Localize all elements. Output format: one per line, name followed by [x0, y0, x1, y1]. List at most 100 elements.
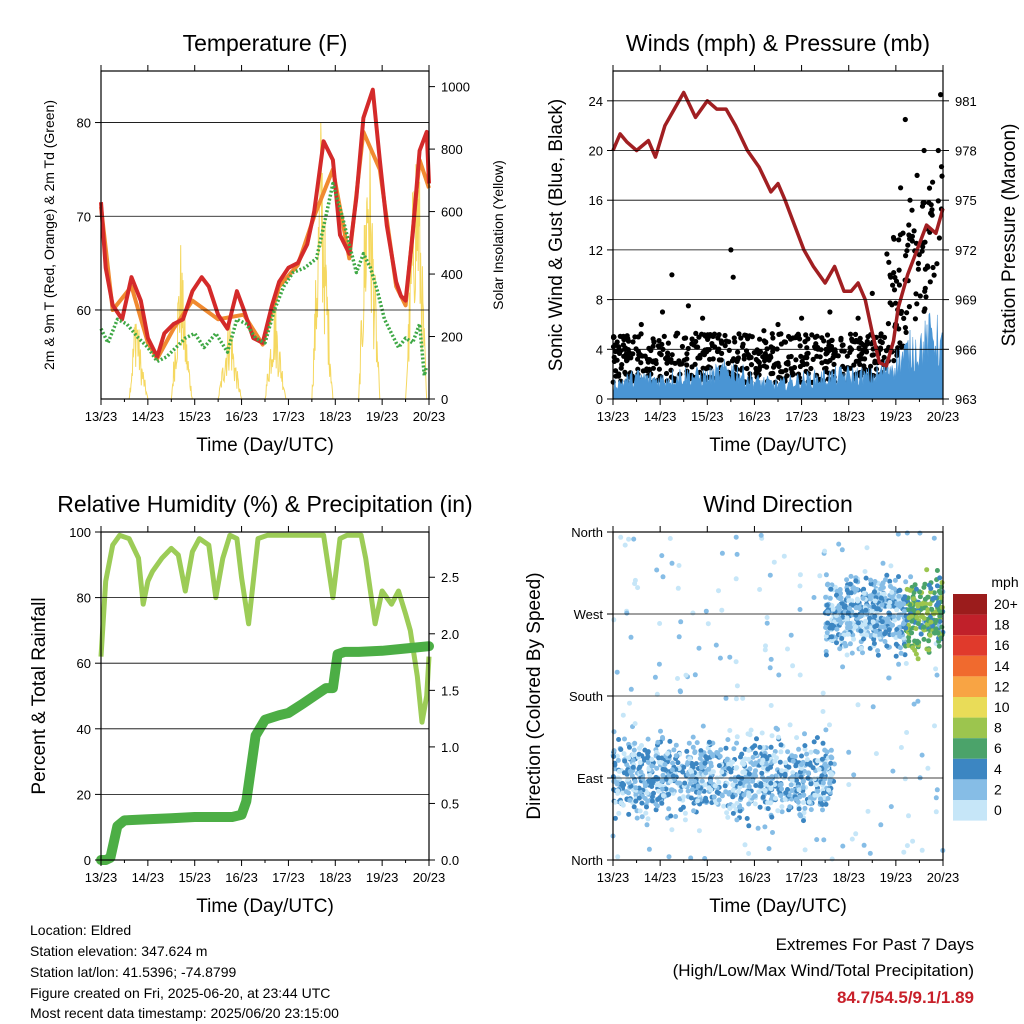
legend-swatch — [953, 717, 987, 739]
direction-point — [734, 551, 740, 557]
direction-point — [726, 766, 732, 772]
direction-point — [677, 796, 683, 802]
direction-point — [654, 691, 660, 697]
direction-point — [759, 770, 765, 776]
direction-point — [869, 632, 874, 638]
direction-point — [696, 790, 702, 796]
direction-point — [771, 559, 777, 565]
direction-point — [934, 672, 940, 678]
wind-ytick-right-label: 963 — [955, 392, 977, 407]
gust-point — [791, 364, 798, 371]
direction-point — [719, 607, 725, 613]
direction-point — [611, 617, 617, 623]
direction-point — [871, 641, 877, 646]
direction-point — [837, 646, 843, 652]
direction-point — [625, 776, 631, 782]
legend-label: 14 — [994, 658, 1010, 674]
direction-point — [777, 759, 783, 765]
gust-point — [709, 343, 716, 349]
direction-point — [670, 787, 675, 793]
direction-point — [670, 760, 675, 766]
direction-point — [911, 607, 917, 613]
direction-point — [823, 801, 829, 807]
direction-point — [910, 838, 916, 844]
direction-point — [917, 594, 923, 600]
direction-point — [854, 596, 860, 602]
dewpoint-line — [99, 181, 429, 378]
gust-point — [675, 330, 681, 336]
direction-point — [755, 825, 761, 831]
gust-point — [852, 339, 858, 345]
gust-point — [619, 334, 626, 340]
dir-ytick-label: East — [577, 771, 603, 786]
wind-ytick-right-label: 972 — [955, 243, 977, 258]
direction-point — [776, 672, 782, 678]
gust-point — [931, 272, 937, 278]
direction-point — [861, 590, 867, 596]
rh-ytick-label: 100 — [69, 525, 91, 540]
direction-point — [733, 576, 739, 582]
direction-point — [645, 760, 651, 765]
gust-point — [683, 335, 689, 341]
direction-point — [837, 595, 843, 601]
direction-point — [632, 740, 638, 746]
direction-point — [626, 811, 632, 817]
direction-point — [734, 734, 740, 740]
direction-point — [763, 643, 768, 649]
direction-point — [725, 737, 731, 743]
gust-point — [663, 355, 669, 362]
direction-point — [783, 760, 788, 766]
gust-point — [764, 346, 770, 352]
direction-point — [747, 732, 753, 738]
wind-ytick-label: 20 — [589, 144, 603, 159]
direction-point — [659, 800, 665, 806]
direction-point — [752, 743, 758, 749]
direction-point — [778, 782, 784, 788]
gust-point — [898, 185, 904, 191]
gust-point — [779, 369, 785, 375]
direction-point — [934, 602, 940, 608]
gust-point — [722, 332, 728, 339]
direction-point — [712, 783, 718, 789]
direction-point — [705, 621, 711, 627]
gust-point — [814, 353, 820, 359]
gust-point — [917, 293, 923, 299]
direction-point — [688, 855, 694, 861]
direction-point — [655, 788, 661, 794]
direction-point — [677, 780, 683, 786]
direction-point — [614, 753, 620, 759]
direction-point — [654, 765, 660, 771]
direction-point — [700, 723, 706, 729]
direction-point — [851, 636, 857, 642]
direction-point — [915, 621, 921, 627]
direction-point — [716, 763, 722, 769]
gust-point — [934, 261, 940, 267]
direction-point — [656, 755, 662, 761]
direction-point — [746, 793, 752, 799]
gust-point — [730, 274, 736, 280]
gust-point — [625, 337, 631, 343]
direction-point — [878, 595, 884, 601]
temp-xtick-label: 18/23 — [319, 409, 352, 424]
direction-point — [669, 767, 675, 773]
info-recent: Most recent data timestamp: 2025/06/20 2… — [30, 1005, 339, 1021]
direction-point — [790, 770, 796, 776]
direction-point — [627, 797, 633, 803]
legend-swatch — [953, 594, 987, 615]
direction-point — [898, 745, 904, 750]
dir-ylabel-left: Direction (Colored By Speed) — [524, 572, 545, 819]
direction-point — [895, 531, 901, 537]
temp-ytick-label: 60 — [77, 303, 91, 318]
direction-point — [932, 595, 938, 601]
rh-xtick-label: 14/23 — [132, 870, 165, 885]
direction-point — [802, 731, 807, 737]
direction-point — [931, 535, 937, 541]
direction-point — [808, 749, 814, 755]
direction-point — [823, 594, 829, 600]
gust-point — [789, 369, 795, 375]
direction-point — [630, 752, 636, 758]
rh-xlabel: Time (Day/UTC) — [196, 896, 334, 917]
direction-point — [828, 760, 834, 766]
direction-point — [636, 795, 642, 801]
direction-point — [834, 592, 839, 598]
